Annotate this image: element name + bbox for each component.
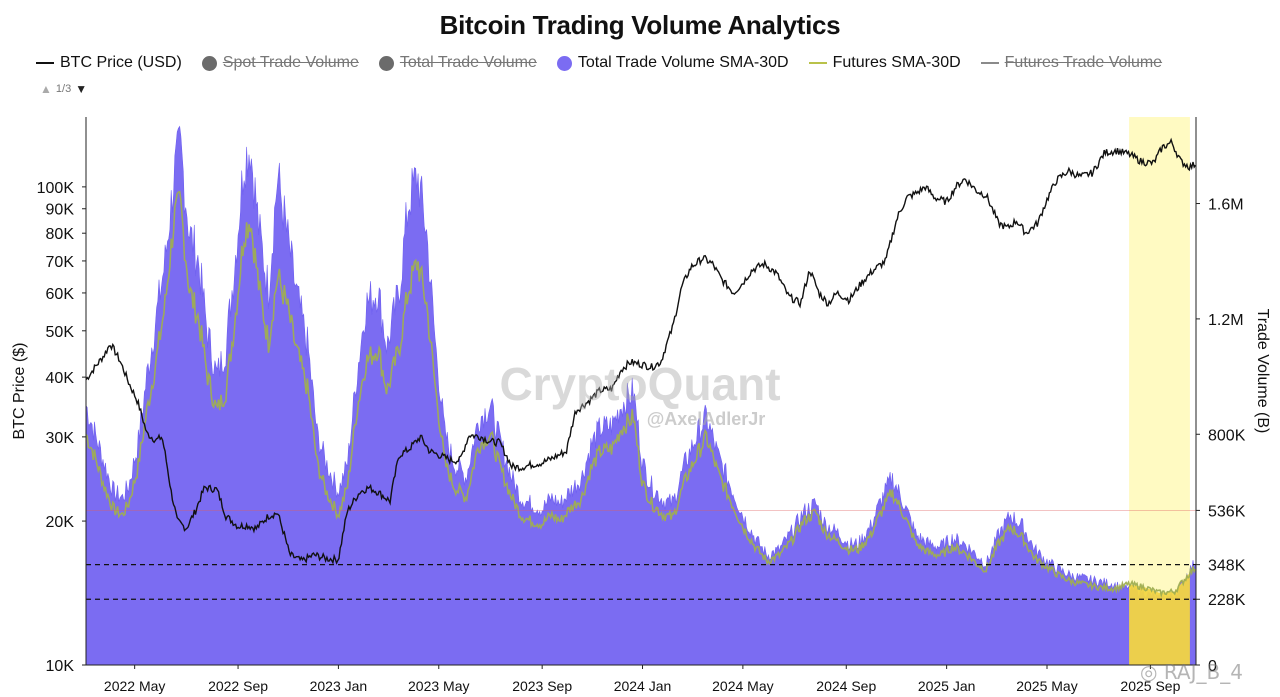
x-tick-label: 2025 Jan	[918, 678, 976, 694]
x-tick-label: 2023 Sep	[512, 678, 572, 694]
legend-label: BTC Price (USD)	[60, 54, 182, 71]
x-tick-label: 2024 Jan	[614, 678, 672, 694]
x-tick-label: 2024 Sep	[816, 678, 876, 694]
legend-line-swatch	[980, 62, 999, 64]
x-tick-label: 2022 Sep	[208, 678, 268, 694]
legend-dot-swatch	[556, 55, 572, 71]
watermark-user-icon: ◎	[1140, 660, 1158, 684]
right-tick-label: 800K	[1208, 427, 1246, 444]
legend-pager: ▲ 1/3 ▼	[38, 82, 89, 96]
left-tick-label: 40K	[46, 370, 75, 387]
legend-label: Futures SMA-30D	[832, 54, 961, 71]
left-tick-label: 70K	[46, 254, 75, 271]
right-tick-label: 1.2M	[1208, 312, 1244, 329]
legend-item-spot-trade-volume[interactable]: Spot Trade Volume	[201, 54, 359, 72]
futures-highlight-fill	[1129, 572, 1190, 665]
watermark-author: @AxelAdlerJr	[647, 409, 766, 429]
x-tick-label: 2022 May	[104, 678, 165, 694]
volume-area	[85, 125, 1197, 666]
left-tick-label: 100K	[37, 180, 75, 197]
pager-label: 1/3	[55, 83, 72, 95]
x-tick-label: 2023 Jan	[310, 678, 368, 694]
legend-line-swatch	[808, 62, 827, 64]
watermark-user-text: RAJ_B_4	[1163, 660, 1243, 684]
right-tick-label: 1.6M	[1208, 197, 1244, 214]
legend-label: Futures Trade Volume	[1004, 54, 1163, 71]
legend-label: Spot Trade Volume	[222, 54, 359, 71]
y-axis-title-left: BTC Price ($)	[11, 343, 28, 440]
left-tick-label: 80K	[46, 226, 75, 243]
watermark-logo: CryptoQuant	[499, 358, 780, 410]
legend-label: Total Trade Volume SMA-30D	[577, 54, 789, 71]
legend-item-futures-sma[interactable]: Futures SMA-30D	[808, 54, 961, 72]
highlight-band	[1129, 117, 1190, 665]
legend-dot-swatch	[378, 55, 394, 71]
x-tick-label: 2024 May	[712, 678, 773, 694]
legend-item-btc-price[interactable]: BTC Price (USD)	[36, 54, 182, 72]
x-tick-label: 2025 May	[1016, 678, 1077, 694]
right-tick-label: 228K	[1208, 592, 1246, 609]
left-tick-label: 50K	[46, 324, 75, 341]
legend-item-total-trade-volume[interactable]: Total Trade Volume	[378, 54, 537, 72]
left-tick-label: 20K	[46, 514, 75, 531]
x-tick-label: 2023 May	[408, 678, 469, 694]
legend-line-swatch	[36, 62, 54, 64]
y-axis-title-right: Trade Volume (B)	[1254, 309, 1271, 434]
right-tick-label: 536K	[1208, 503, 1246, 520]
chart-legend: BTC Price (USD) Spot Trade Volume Total …	[36, 52, 1182, 74]
legend-item-total-trade-volume-sma[interactable]: Total Trade Volume SMA-30D	[556, 54, 789, 72]
legend-dot-swatch	[201, 55, 217, 71]
x-tick-label: 2025 Sep	[1120, 678, 1180, 694]
right-tick-label: 348K	[1208, 558, 1246, 575]
left-tick-label: 10K	[46, 658, 75, 675]
watermark-user: ◎ RAJ_B_4	[1140, 660, 1243, 684]
pager-up-icon[interactable]: ▲	[40, 82, 52, 96]
legend-label: Total Trade Volume	[399, 54, 537, 71]
legend-item-futures-trade-volume[interactable]: Futures Trade Volume	[980, 54, 1163, 72]
btc-price-line	[85, 137, 1196, 565]
right-tick-label: 0	[1208, 658, 1217, 675]
chart-title: Bitcoin Trading Volume Analytics	[439, 10, 841, 40]
futures-sma-line	[85, 190, 1197, 599]
pager-down-icon[interactable]: ▼	[75, 82, 88, 96]
left-tick-label: 60K	[46, 286, 75, 303]
left-tick-label: 30K	[46, 430, 75, 447]
left-tick-label: 90K	[46, 202, 75, 219]
